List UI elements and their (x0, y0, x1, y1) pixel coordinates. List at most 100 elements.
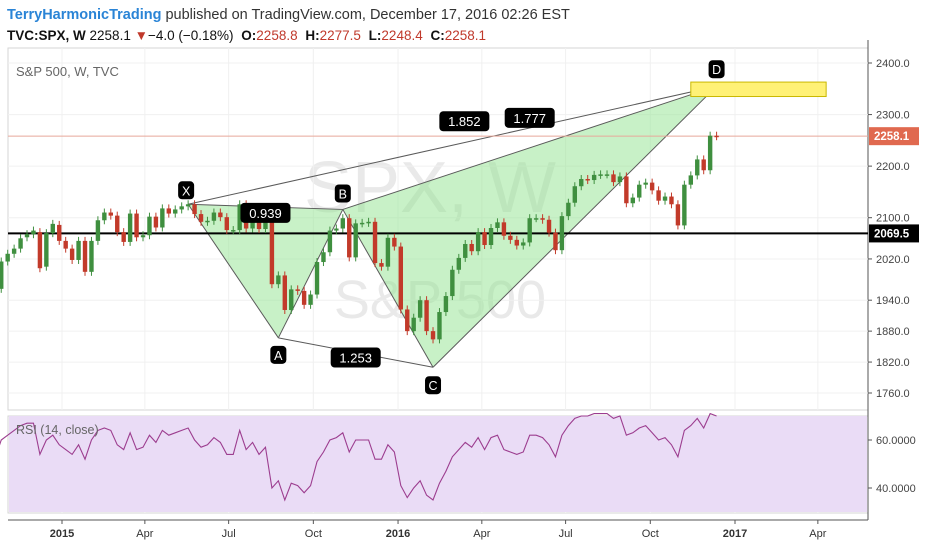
candle-body (0, 261, 4, 289)
candle-body (385, 237, 391, 267)
rsi-tick-label: 40.0000 (876, 483, 916, 495)
candle-body (475, 232, 481, 252)
candle-body (450, 269, 455, 297)
candle-body (50, 223, 55, 234)
level-tag-bg (869, 224, 919, 243)
candle-body (701, 159, 706, 171)
candle-body (469, 243, 474, 252)
candle-body (675, 204, 681, 226)
candle-body (340, 218, 346, 229)
x-tick-label: Jul (222, 528, 236, 540)
close-label: C: (430, 28, 445, 43)
candle-body (372, 221, 378, 264)
candle-body (682, 184, 687, 226)
high-label: H: (305, 28, 320, 43)
y-tick-label: 2300.0 (876, 110, 910, 122)
point-label-c: C (429, 379, 438, 393)
point-label-bg (334, 184, 351, 203)
symbol-label: TVC:SPX, W (7, 28, 86, 43)
candle-body (237, 204, 242, 231)
y-tick-label: 2100.0 (876, 213, 910, 225)
x-tick-label: Apr (136, 528, 153, 540)
rsi-line (0, 412, 717, 502)
down-arrow-icon: ▼ (134, 28, 148, 43)
candle-body (89, 240, 94, 272)
candle-body (327, 230, 333, 253)
candle-body (192, 204, 197, 215)
candle-body (430, 331, 436, 340)
candle-body (179, 206, 184, 210)
candle-body (533, 218, 539, 220)
candle-body (566, 202, 571, 217)
y-tick-label: 1940.0 (876, 295, 910, 307)
high-value: 2277.5 (319, 28, 361, 43)
candle-body (334, 228, 339, 231)
chart-legend: S&P 500, W, TVC (16, 64, 119, 79)
candle-body (185, 204, 191, 207)
x-tick-label: 2015 (50, 528, 74, 540)
candle-body (205, 220, 210, 223)
candle-body (24, 234, 30, 238)
rsi-legend: RSI (14, close) (16, 423, 99, 437)
candle-body (127, 213, 133, 242)
candle-body (662, 196, 668, 201)
y-tick-label: 1880.0 (876, 326, 910, 338)
point-label-bg (708, 60, 725, 79)
candle-body (508, 235, 513, 240)
candle-body (585, 179, 590, 181)
candle-body (115, 215, 120, 233)
y-tick-label: 2400.0 (876, 58, 910, 70)
candle-body (456, 257, 462, 270)
candle-body (301, 290, 307, 305)
quote-bar: TVC:SPX, W 2258.1 ▼−4.0 (−0.18%) O:2258.… (7, 26, 486, 45)
candle-body (688, 175, 694, 185)
last-price-tag: 2258.1 (874, 131, 910, 143)
candle-body (218, 212, 223, 218)
candle-body (224, 217, 229, 231)
candle-body (521, 242, 526, 246)
candle-body (649, 182, 655, 191)
candle-body (591, 174, 597, 181)
candle-body (379, 263, 384, 267)
close-value: 2258.1 (444, 28, 487, 43)
candle-body (553, 232, 558, 251)
candle-body (121, 232, 126, 242)
candle-body (559, 216, 565, 251)
candle-body (82, 240, 88, 272)
low-label: L: (368, 28, 382, 43)
y-tick-label: 2020.0 (876, 254, 910, 266)
candle-body (37, 232, 43, 269)
x-tick-label: Apr (809, 528, 826, 540)
candle-body (198, 214, 204, 222)
point-label-bg (178, 181, 195, 200)
rsi-band (9, 416, 867, 512)
candle-body (501, 222, 507, 236)
ratio-bd: 1.777 (513, 111, 546, 126)
candle-body (424, 300, 429, 332)
candle-body (624, 176, 629, 204)
candle-body (417, 300, 423, 318)
candle-body (598, 174, 603, 176)
pattern-leg-cd (432, 85, 717, 368)
candle-body (669, 196, 674, 205)
price-change: −4.0 (−0.18%) (147, 28, 234, 43)
pattern-leg-xa (187, 204, 279, 339)
candle-body (637, 184, 642, 198)
candle-body (366, 221, 371, 224)
candle-body (714, 135, 719, 138)
candle-body (347, 218, 352, 258)
x-tick-label: Oct (305, 528, 322, 540)
candle-body (353, 223, 358, 258)
author-link[interactable]: TerryHarmonicTrading (7, 7, 162, 23)
level-tag: 2069.5 (874, 228, 910, 240)
candle-body (392, 237, 397, 247)
ratio-xd: 1.852 (448, 114, 481, 129)
candle-body (707, 135, 713, 171)
candle-body (527, 218, 532, 243)
candle-body (276, 275, 281, 285)
candle-body (630, 197, 636, 204)
candle-body (289, 289, 294, 310)
candle-body (5, 253, 10, 262)
candle-body (18, 238, 23, 249)
